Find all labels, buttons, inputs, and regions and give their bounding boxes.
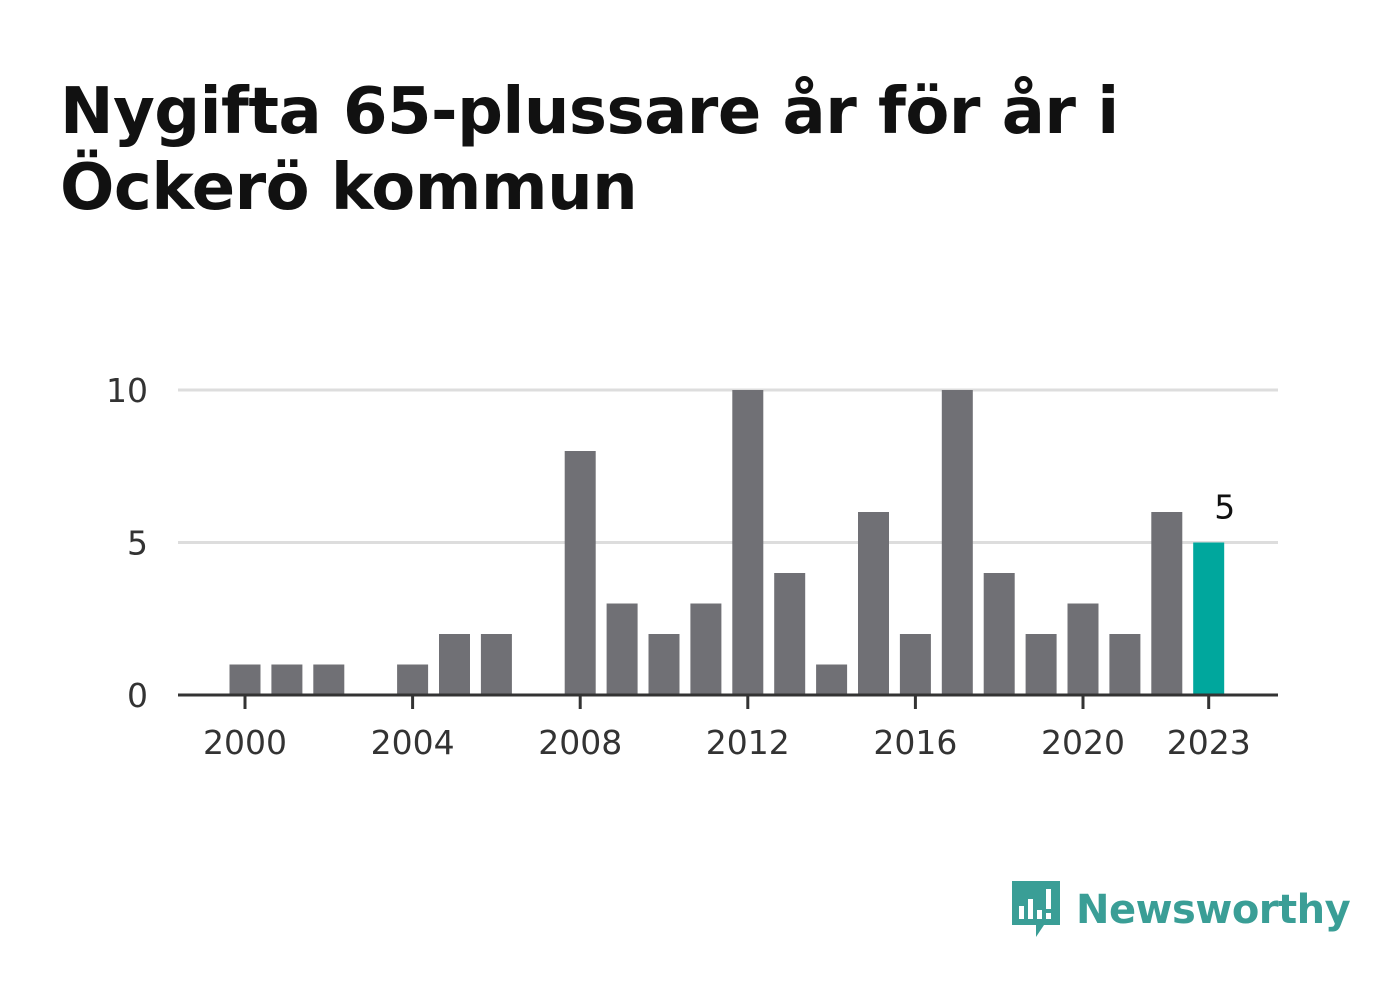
bar-2021 — [1109, 634, 1141, 695]
y-tick-label-0: 0 — [127, 676, 148, 715]
bar-2011 — [690, 603, 722, 695]
x-tick-label-2016: 2016 — [873, 723, 957, 762]
bar-2019 — [1025, 634, 1057, 695]
bar-2006 — [480, 634, 512, 695]
bar-2010 — [648, 634, 680, 695]
y-tick-label-5: 5 — [127, 524, 148, 563]
y-tick-label-10: 10 — [106, 371, 148, 410]
bar-2023 — [1193, 542, 1225, 695]
bar-2004 — [397, 664, 429, 695]
bar-2016 — [899, 634, 931, 695]
bar-2014 — [816, 664, 848, 695]
bar-2012 — [732, 390, 764, 695]
bar-2015 — [858, 512, 889, 695]
x-tick-label-2008: 2008 — [538, 723, 622, 762]
x-tick-label-2020: 2020 — [1041, 723, 1125, 762]
bar-2002 — [313, 664, 345, 695]
newsworthy-logo: Newsworthy — [1010, 878, 1351, 942]
bar-2009 — [606, 603, 638, 695]
labels: 0 5 10 5 2000 2004 2008 2012 2016 2020 2023 — [106, 371, 1251, 762]
bar-2013 — [774, 573, 806, 695]
bar-2001 — [271, 664, 303, 695]
bar-2017 — [941, 390, 973, 695]
x-tick-label-2004: 2004 — [371, 723, 455, 762]
bar-2018 — [983, 573, 1015, 695]
x-tick-label-2012: 2012 — [706, 723, 790, 762]
bar-2000 — [229, 664, 261, 695]
bar-2022 — [1151, 512, 1183, 695]
x-tick-label-2023: 2023 — [1167, 723, 1251, 762]
data-label-2023: 5 — [1214, 488, 1235, 527]
axes — [178, 693, 1278, 709]
gridlines — [178, 388, 1278, 544]
chart-title: Nygifta 65-plussare år för år i Öckerö k… — [60, 75, 1119, 225]
bar-2008 — [564, 451, 596, 695]
bar-2020 — [1067, 603, 1099, 695]
bars — [229, 390, 1225, 695]
bar-chart-speech-bubble-icon — [1012, 881, 1060, 937]
brand-name: Newsworthy — [1076, 887, 1351, 933]
bar-2005 — [439, 634, 470, 695]
x-tick-label-2000: 2000 — [203, 723, 287, 762]
